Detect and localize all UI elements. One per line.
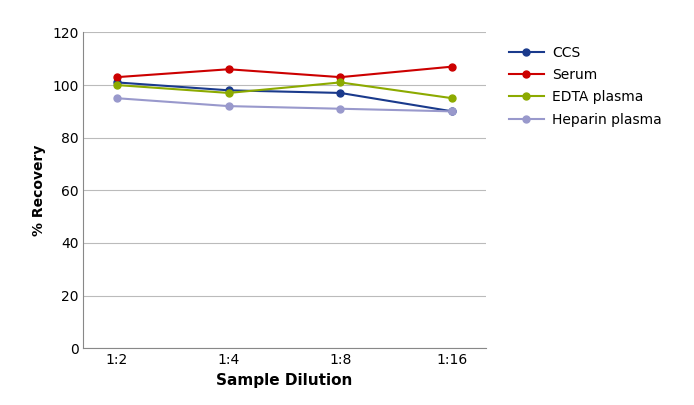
Heparin plasma (448, 109, 457, 114)
EDTA plasma (448, 96, 457, 100)
Heparin plasma (112, 96, 121, 100)
Line: Serum: Serum (113, 63, 456, 81)
CCS (337, 91, 345, 96)
Serum (337, 75, 345, 79)
EDTA plasma (112, 83, 121, 87)
Heparin plasma (224, 104, 232, 109)
EDTA plasma (337, 80, 345, 85)
Line: CCS: CCS (113, 79, 456, 115)
CCS (112, 80, 121, 85)
CCS (224, 88, 232, 93)
Serum (448, 64, 457, 69)
CCS (448, 109, 457, 114)
Legend: CCS, Serum, EDTA plasma, Heparin plasma: CCS, Serum, EDTA plasma, Heparin plasma (509, 46, 661, 127)
Line: EDTA plasma: EDTA plasma (113, 79, 456, 102)
Serum (224, 67, 232, 72)
Heparin plasma (337, 106, 345, 111)
Line: Heparin plasma: Heparin plasma (113, 95, 456, 115)
X-axis label: Sample Dilution: Sample Dilution (217, 373, 353, 388)
Y-axis label: % Recovery: % Recovery (33, 145, 46, 236)
EDTA plasma (224, 91, 232, 96)
Serum (112, 75, 121, 79)
